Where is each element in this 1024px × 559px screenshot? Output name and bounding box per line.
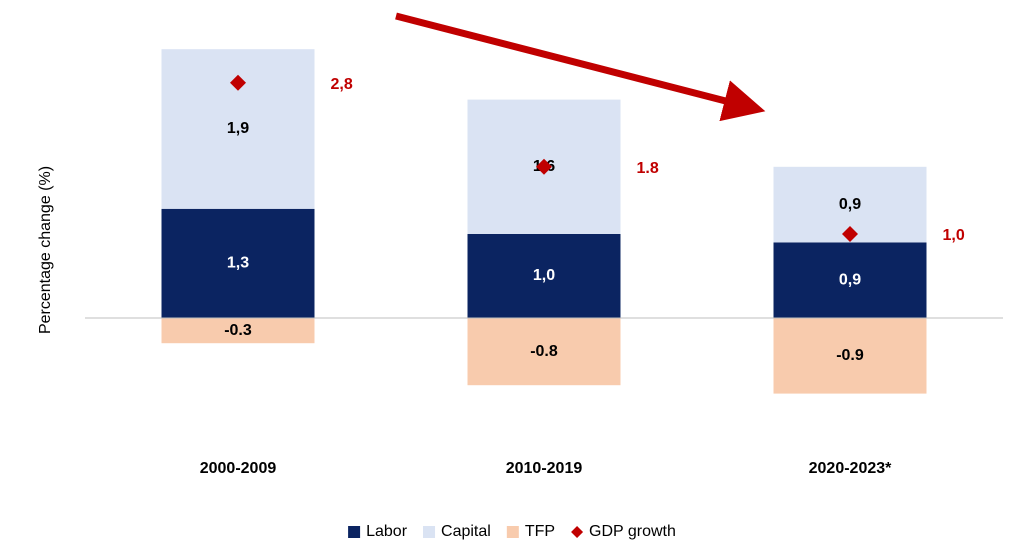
data-label: 1,9 [227, 120, 249, 137]
gdp-marker [842, 226, 858, 242]
bar-segment [773, 242, 927, 318]
gdp-label: 2,8 [331, 76, 353, 93]
y-axis-label: Percentage change (%) [37, 166, 54, 334]
data-label: 0,9 [839, 196, 861, 213]
data-label: 1,3 [227, 255, 249, 272]
data-label: -0.3 [224, 322, 252, 339]
bar-segment [773, 318, 927, 394]
gdp-marker [230, 74, 246, 91]
legend-label: TFP [525, 523, 555, 540]
legend-marker [571, 526, 584, 538]
legend-label: GDP growth [589, 523, 676, 540]
data-label: -0.8 [530, 343, 558, 360]
bar-segment [467, 318, 621, 386]
data-label: -0.9 [836, 347, 864, 364]
gdp-marker [536, 158, 552, 175]
legend-swatch [423, 526, 436, 538]
bar-segment [467, 234, 621, 318]
legend-swatch [506, 526, 519, 538]
bar-segment [161, 318, 315, 344]
x-tick-label: 2010-2019 [506, 460, 583, 477]
data-label: 0,9 [839, 271, 861, 288]
legend-swatch [348, 526, 361, 538]
x-tick-label: 2020-2023* [809, 460, 893, 477]
bar-segment [161, 208, 315, 318]
gdp-label: 1.8 [637, 160, 659, 177]
legend-label: Capital [441, 523, 491, 540]
data-label: 1,0 [533, 267, 555, 284]
gdp-label: 1,0 [943, 227, 965, 244]
legend-label: Labor [366, 523, 408, 540]
x-tick-label: 2000-2009 [200, 460, 277, 477]
trend-arrow [395, 12, 766, 122]
